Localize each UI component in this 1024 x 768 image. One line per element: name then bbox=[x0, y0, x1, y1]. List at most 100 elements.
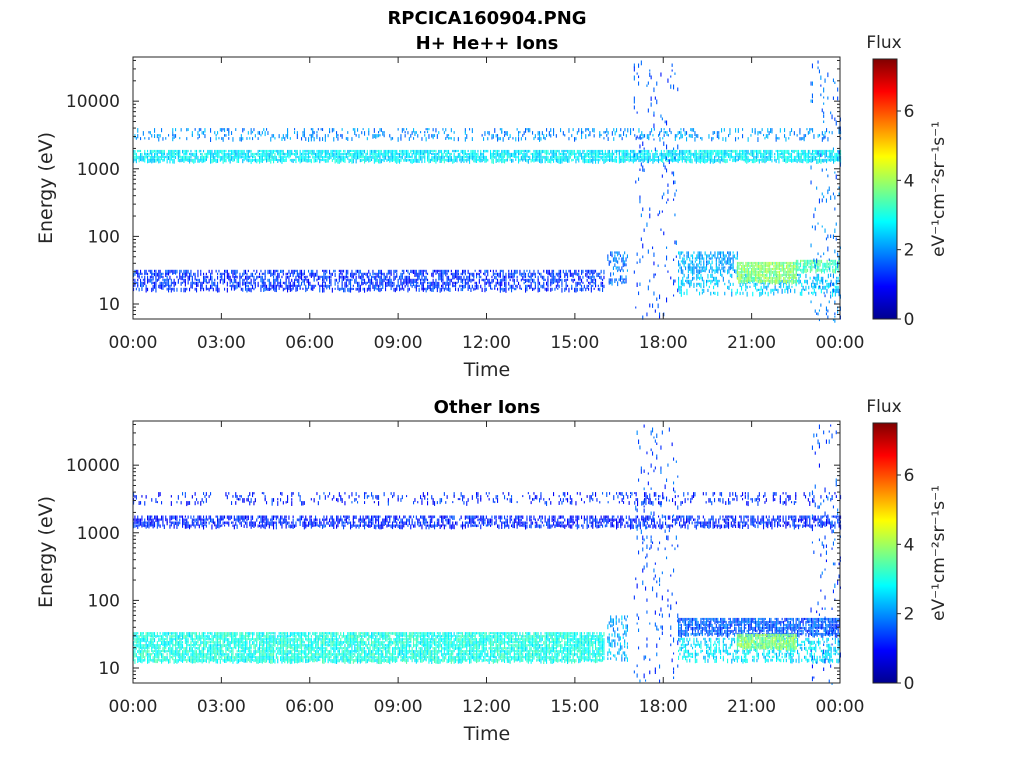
flux-bin bbox=[708, 152, 710, 156]
flux-bin bbox=[788, 264, 790, 268]
flux-bin bbox=[323, 275, 325, 279]
flux-bin bbox=[148, 278, 150, 283]
flux-bin bbox=[757, 276, 759, 280]
flux-bin bbox=[520, 278, 522, 282]
flux-bin bbox=[690, 254, 692, 257]
flux-bin bbox=[574, 278, 576, 282]
flux-bin bbox=[210, 158, 212, 164]
flux-bin bbox=[718, 155, 720, 161]
flux-bin bbox=[344, 158, 346, 163]
flux-bin bbox=[133, 155, 135, 160]
flux-bin bbox=[626, 254, 628, 259]
flux-bin bbox=[768, 152, 770, 158]
flux-bin bbox=[567, 272, 569, 277]
flux-bin bbox=[621, 158, 623, 163]
flux-bin bbox=[232, 155, 234, 159]
flux-bin bbox=[201, 152, 203, 157]
flux-bin bbox=[832, 288, 834, 293]
flux-bin bbox=[615, 266, 617, 270]
flux-bin bbox=[373, 158, 375, 164]
flux-bin bbox=[736, 152, 738, 158]
flux-bin bbox=[763, 152, 765, 157]
flux-bin bbox=[189, 155, 191, 160]
flux-bin bbox=[612, 266, 614, 270]
flux-bin bbox=[239, 272, 241, 278]
flux-bin bbox=[776, 288, 778, 291]
flux-bin bbox=[568, 152, 570, 157]
flux-bin bbox=[555, 278, 557, 283]
flux-bin bbox=[485, 155, 487, 161]
flux-bin bbox=[784, 155, 786, 160]
flux-bin bbox=[236, 155, 238, 160]
flux-bin bbox=[746, 273, 748, 277]
flux-bin bbox=[728, 285, 730, 290]
flux-bin bbox=[760, 152, 762, 157]
flux-bin bbox=[270, 281, 272, 287]
x-axis-label: Time bbox=[463, 359, 511, 381]
flux-bin bbox=[296, 149, 298, 155]
flux-bin bbox=[814, 264, 816, 269]
flux-bin bbox=[649, 303, 651, 308]
flux-bin bbox=[631, 155, 633, 159]
flux-bin bbox=[624, 263, 626, 267]
flux-bin bbox=[798, 158, 800, 162]
flux-bin bbox=[446, 149, 448, 155]
flux-bin bbox=[525, 128, 527, 133]
flux-bin bbox=[522, 155, 524, 160]
flux-bin bbox=[784, 288, 786, 294]
flux-bin bbox=[692, 269, 694, 275]
flux-bin bbox=[271, 272, 273, 277]
flux-bin bbox=[379, 134, 381, 137]
flux-bin bbox=[393, 275, 395, 280]
flux-bin bbox=[747, 158, 749, 163]
flux-bin bbox=[446, 275, 448, 281]
flux-bin bbox=[679, 149, 681, 155]
flux-bin bbox=[473, 158, 475, 163]
flux-bin bbox=[756, 270, 758, 274]
flux-bin bbox=[172, 155, 174, 158]
flux-bin bbox=[427, 149, 429, 155]
flux-bin bbox=[302, 272, 304, 276]
flux-bin bbox=[642, 158, 644, 163]
flux-bin bbox=[835, 265, 837, 271]
flux-bin bbox=[708, 254, 710, 257]
flux-bin bbox=[829, 262, 831, 267]
flux-bin bbox=[586, 284, 588, 290]
flux-bin bbox=[722, 266, 724, 270]
flux-bin bbox=[780, 264, 782, 267]
flux-bin bbox=[243, 128, 245, 131]
flux-bin bbox=[452, 158, 454, 164]
flux-bin bbox=[236, 281, 238, 285]
flux-bin bbox=[271, 134, 273, 138]
flux-bin bbox=[408, 287, 410, 291]
flux-bin bbox=[693, 276, 695, 280]
flux-bin bbox=[722, 257, 724, 261]
flux-bin bbox=[635, 152, 637, 158]
flux-bin bbox=[585, 287, 587, 292]
flux-bin bbox=[428, 281, 430, 284]
flux-bin bbox=[742, 264, 744, 270]
flux-bin bbox=[358, 275, 360, 279]
flux-bin bbox=[652, 246, 654, 250]
flux-bin bbox=[835, 174, 837, 180]
flux-bin bbox=[436, 134, 438, 139]
flux-bin bbox=[729, 282, 731, 286]
flux-bin bbox=[345, 155, 347, 159]
flux-bin bbox=[474, 152, 476, 157]
flux-bin bbox=[404, 158, 406, 162]
flux-bin bbox=[533, 278, 535, 284]
flux-bin bbox=[435, 149, 437, 153]
flux-bin bbox=[308, 269, 310, 273]
flux-bin bbox=[818, 318, 820, 322]
flux-bin bbox=[784, 276, 786, 282]
flux-bin bbox=[334, 272, 336, 277]
flux-bin bbox=[436, 152, 438, 155]
flux-bin bbox=[278, 284, 280, 288]
flux-bin bbox=[387, 149, 389, 155]
flux-bin bbox=[834, 318, 836, 323]
flux-bin bbox=[184, 269, 186, 274]
flux-bin bbox=[291, 492, 293, 497]
flux-bin bbox=[792, 149, 794, 153]
flux-bin bbox=[650, 75, 652, 80]
flux-bin bbox=[522, 152, 524, 158]
